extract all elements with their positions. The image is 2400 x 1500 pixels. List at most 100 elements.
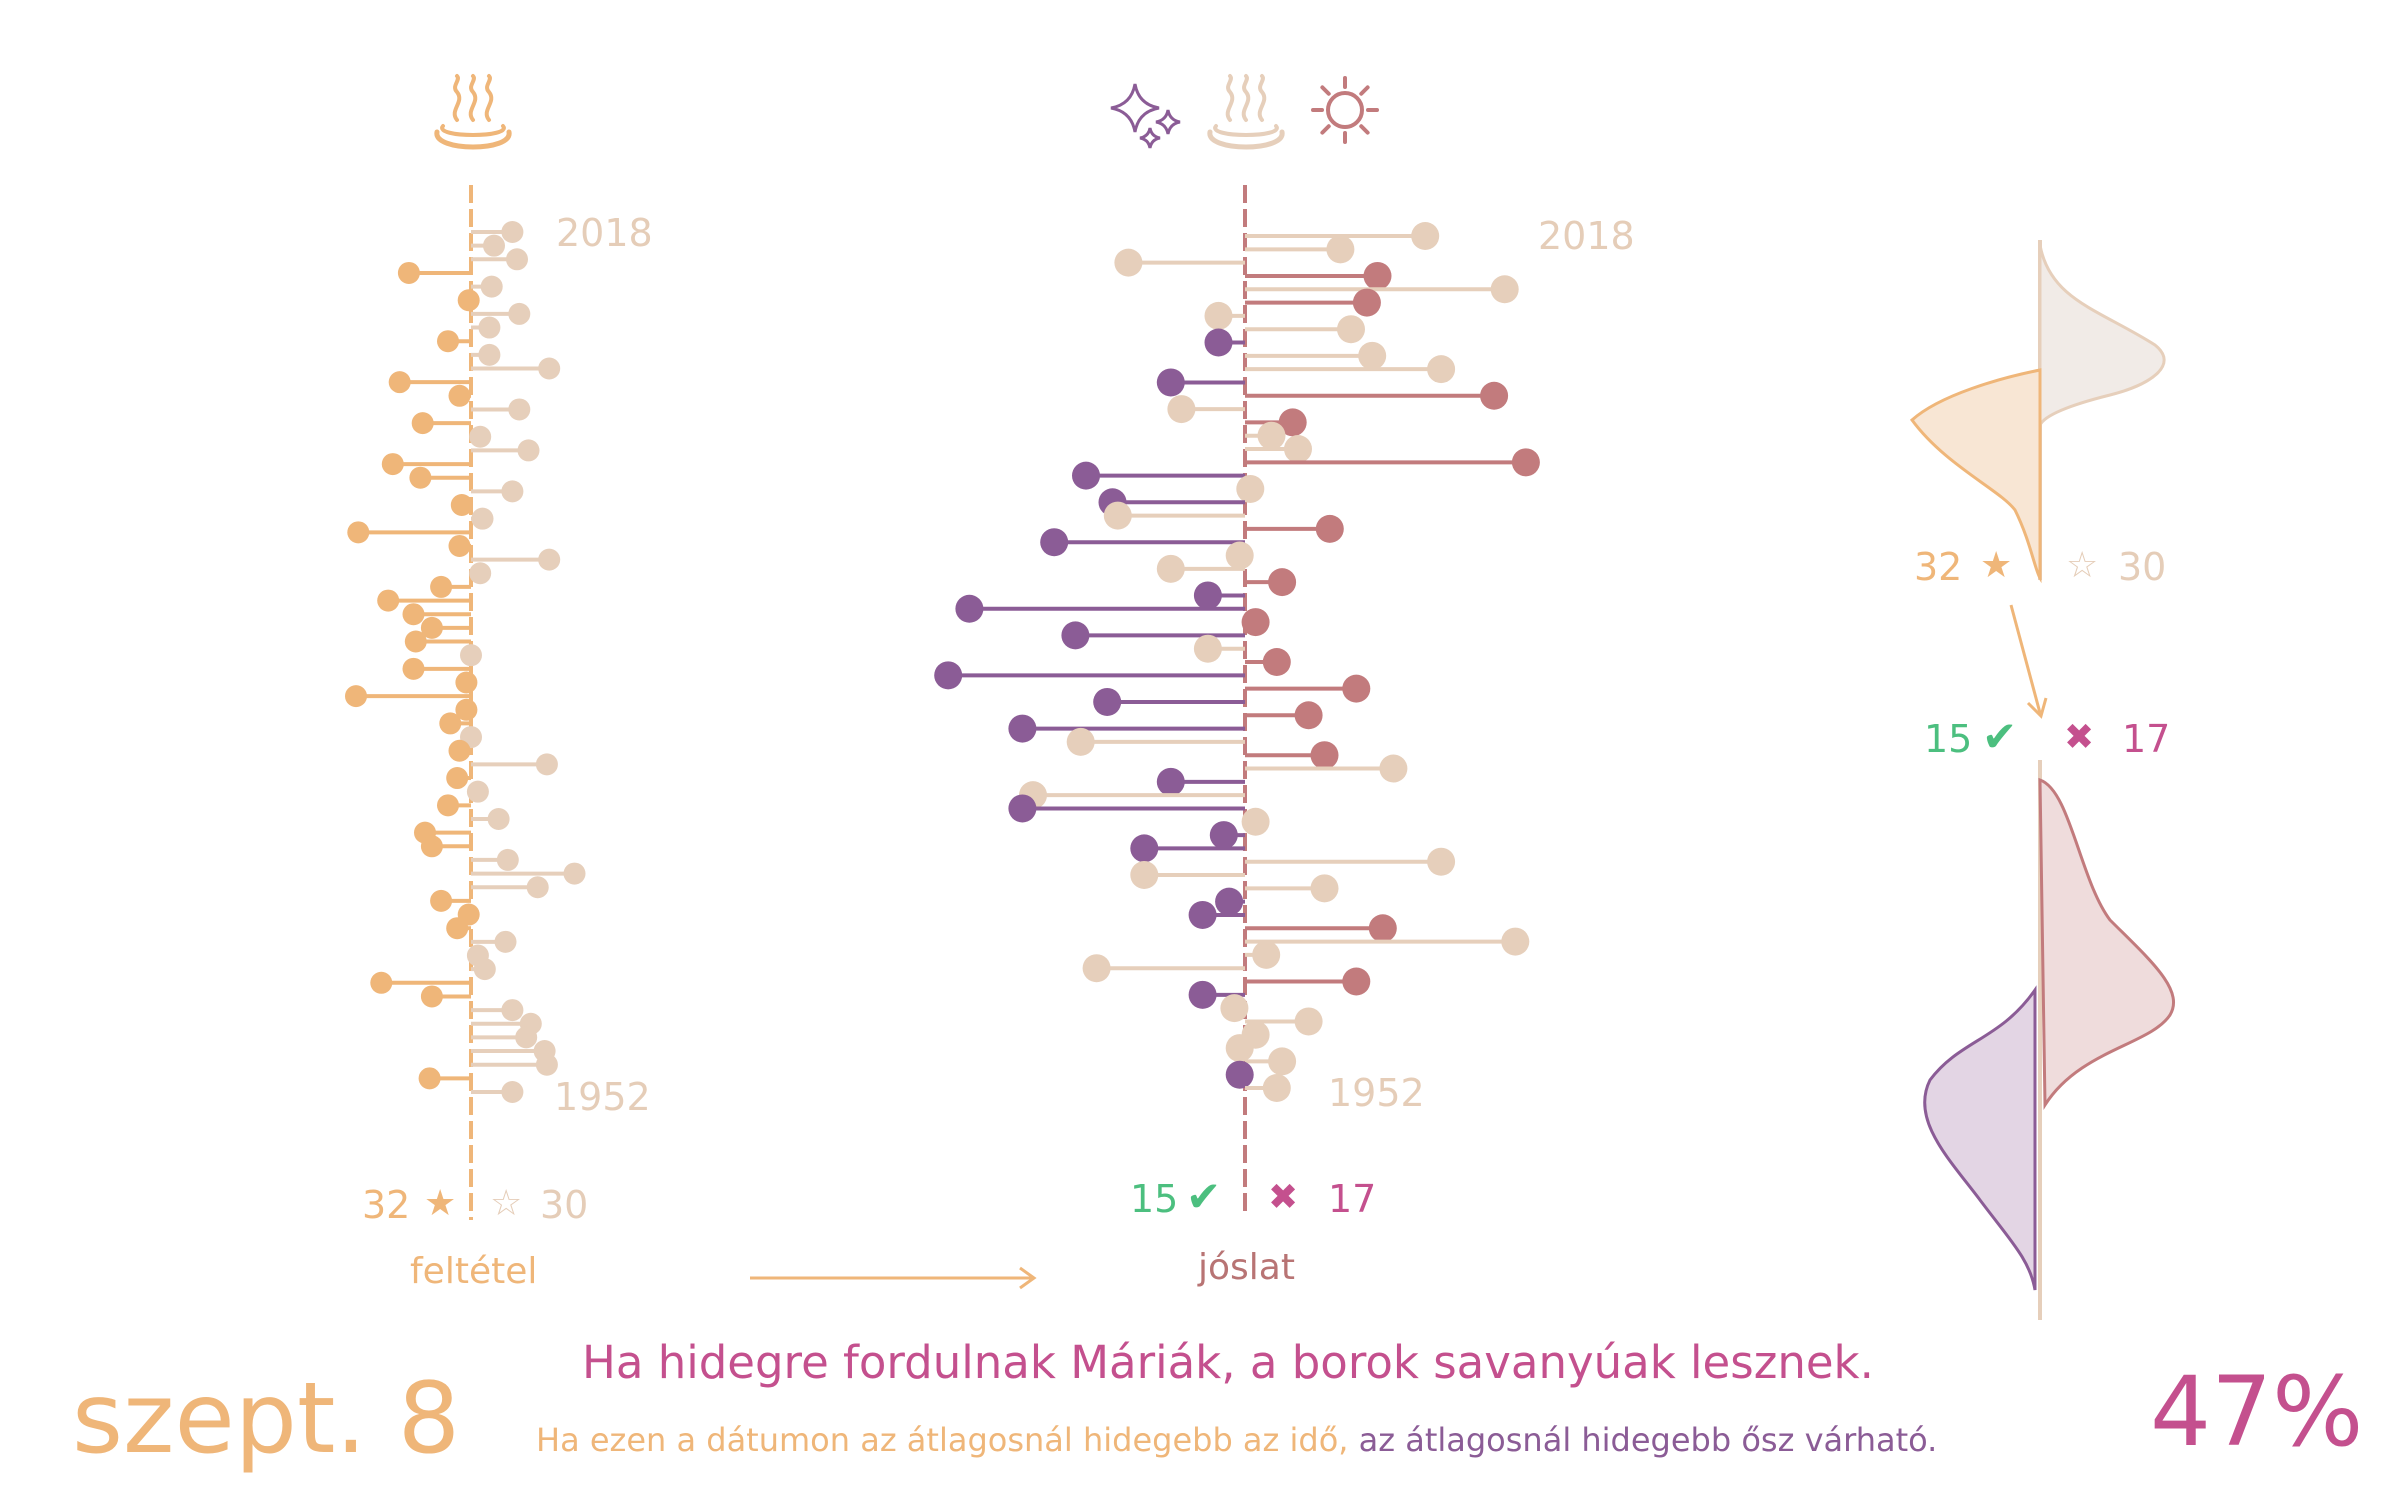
side-panel [1909,240,2176,1320]
sun-ray [1320,124,1331,135]
forecast-dot [1204,328,1233,357]
condition-dot [508,302,531,325]
condition-dot [418,1067,441,1090]
forecast-dot [1284,435,1312,463]
forecast-dot [1490,275,1519,304]
hot-spring-rim [440,124,506,137]
forecast-dot [1188,980,1217,1009]
hot-spring-steam [1225,74,1235,122]
side-fall-cold-density [1923,985,2037,1291]
condition-dot [563,862,586,885]
forecast-dot [1156,368,1185,397]
side-warm-count: 30 [2118,545,2167,589]
condition-dot [430,889,453,912]
forecast-dot [1310,741,1339,770]
forecast-dot [1130,861,1159,889]
forecast-dot [1501,927,1530,956]
condition-dot [480,275,503,298]
forecast-wrong-cross: ✖ [1268,1177,1299,1218]
hot-spring-rim [1213,124,1279,137]
hot-spring-icon [1207,74,1285,150]
forecast-dot [1342,967,1371,996]
sun-icon [1311,76,1379,144]
condition-dot [538,357,561,380]
forecast-dot [1082,954,1111,983]
forecast-dot [1278,408,1307,437]
forecast-dot [1204,301,1233,330]
forecast-dot [1427,355,1456,384]
condition-dot [466,780,489,803]
sparkle-star [1110,83,1160,133]
forecast-dot [1480,381,1509,410]
condition-cold-count: 32 [362,1183,411,1227]
condition-dot [377,589,400,612]
condition-dot [404,630,427,653]
forecast-dot [1427,847,1456,876]
footer-explanation-forecast: az átlagosnál hidegebb ősz várható. [1358,1421,1938,1459]
forecast-dot [1130,834,1159,863]
condition-dot [411,412,434,435]
condition-dot [501,999,524,1022]
flow-arrow-head [1019,1266,1037,1290]
condition-dot [538,548,561,571]
forecast-dot [1156,767,1185,796]
condition-dot [473,958,496,981]
hot-spring-steam [484,74,494,122]
forecast-dot [1209,821,1238,850]
condition-dot [501,480,524,503]
condition-dot [388,371,411,394]
condition-year-bottom: 1952 [554,1075,651,1119]
condition-dot [439,712,462,735]
condition-dot [397,261,420,284]
forecast-dot [1215,887,1244,916]
forecast-year-bottom: 1952 [1328,1071,1425,1115]
forecast-dot [1225,541,1254,570]
side-arrow-head [2026,697,2048,719]
condition-warm-count: 30 [540,1183,589,1227]
footer-date: szept. 8 [72,1362,461,1476]
side-wrong-cross: ✖ [2064,717,2095,758]
forecast-dot [1368,914,1397,943]
forecast-dot [1167,395,1196,424]
hot-spring-steam [468,74,478,122]
sun-disc [1326,91,1364,129]
condition-dot [455,698,478,721]
side-correct-count: 15 [1924,717,1973,761]
side-cold-star: ★ [1980,545,2013,586]
condition-label: feltétel [410,1251,538,1292]
condition-warm-star: ☆ [490,1183,523,1224]
footer-saying: Ha hidegre fordulnak Máriák, a borok sav… [582,1336,1874,1389]
forecast-dot [1411,222,1440,250]
forecast-dot [1241,608,1270,637]
forecast-dot [1294,701,1323,730]
forecast-dot [1310,874,1339,903]
forecast-correct-count: 15 [1130,1177,1179,1221]
hot-spring-steam [1241,74,1251,122]
condition-dot [448,534,471,557]
footer-explanation: Ha ezen a dátumon az átlagosnál hidegebb… [536,1424,1937,1456]
forecast-dot [934,661,963,690]
condition-dot [381,453,404,476]
condition-dot [437,330,459,353]
condition-dot [420,985,443,1008]
condition-dot [420,835,443,858]
condition-dot [430,575,453,598]
condition-dot [508,398,531,421]
forecast-dot [1315,514,1344,543]
side-arrow [2009,604,2042,714]
forecast-dot [1252,940,1281,969]
forecast-dot [1093,687,1122,716]
forecast-dot [1156,554,1185,583]
condition-dot [535,1053,558,1076]
sun-ray [1359,124,1370,135]
side-correct-check: ✔ [1982,712,2018,761]
hot-spring-icon [434,74,512,150]
forecast-dot [1114,248,1143,277]
condition-dot [526,876,549,899]
forecast-dot [1511,448,1540,477]
condition-dot [345,685,367,708]
forecast-dot [1188,900,1217,929]
condition-panel [345,185,586,1220]
condition-dot [471,507,494,530]
condition-dot [437,794,459,817]
